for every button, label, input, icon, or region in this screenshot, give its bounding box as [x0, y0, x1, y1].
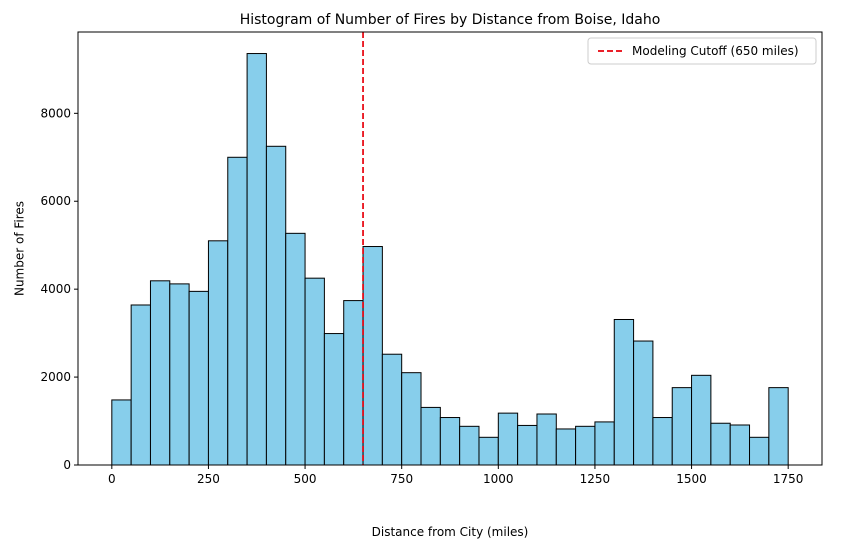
- legend-label-cutoff: Modeling Cutoff (650 miles): [632, 44, 799, 58]
- histogram-bar: [478, 436, 499, 466]
- histogram-bar: [130, 304, 151, 466]
- x-tick-label: 0: [108, 472, 116, 486]
- histogram-bar: [401, 372, 422, 466]
- histogram-bar: [207, 240, 229, 466]
- histogram-bar: [362, 246, 383, 466]
- histogram-bar: [613, 318, 635, 466]
- histogram-bar: [633, 340, 654, 466]
- histogram-bar: [343, 300, 364, 466]
- y-tick-label: 2000: [40, 370, 71, 384]
- histogram-bar: [575, 425, 596, 466]
- histogram-bar: [285, 232, 306, 466]
- y-axis-ticks: 0 2000 4000 6000 8000: [40, 106, 78, 472]
- x-tick-label: 1750: [773, 472, 804, 486]
- histogram-bar: [246, 53, 267, 466]
- histogram-bar: [555, 428, 577, 466]
- histogram-bar: [169, 283, 190, 466]
- histogram-bar: [188, 290, 209, 466]
- x-tick-label: 1500: [676, 472, 707, 486]
- histogram-bar: [536, 413, 557, 466]
- histogram-bar: [710, 422, 731, 466]
- histogram-bar: [149, 280, 171, 466]
- histogram-bar: [594, 421, 615, 466]
- x-tick-label: 1000: [483, 472, 514, 486]
- x-tick-label: 500: [294, 472, 317, 486]
- histogram-bar: [729, 424, 751, 466]
- y-tick-label: 4000: [40, 282, 71, 296]
- histogram-bar: [691, 374, 712, 466]
- x-axis-ticks: 0 250 500 750 1000 1250 1500 1750: [108, 465, 803, 486]
- histogram-bar: [304, 277, 325, 466]
- y-axis-label: Number of Fires: [13, 201, 27, 296]
- histogram-bar: [749, 436, 770, 466]
- chart-title: Histogram of Number of Fires by Distance…: [240, 12, 661, 28]
- x-tick-label: 250: [197, 472, 220, 486]
- histogram-bar: [497, 412, 519, 466]
- x-tick-label: 1250: [580, 472, 611, 486]
- histogram-bar: [381, 353, 403, 466]
- histogram-bar: [227, 156, 248, 466]
- histogram-bar: [323, 333, 345, 466]
- histogram-bar: [517, 424, 538, 466]
- legend-box: [587, 37, 817, 65]
- x-tick-label: 750: [390, 472, 413, 486]
- histogram-bar: [459, 425, 480, 466]
- plot-frame: [77, 31, 823, 466]
- y-tick-label: 6000: [40, 194, 71, 208]
- x-axis-label: Distance from City (miles): [372, 525, 529, 539]
- histogram-bar: [671, 387, 693, 466]
- histogram-bar: [439, 417, 461, 466]
- histogram-bar: [111, 399, 132, 466]
- legend: Modeling Cutoff (650 miles): [587, 37, 817, 65]
- y-tick-label: 8000: [40, 106, 71, 120]
- y-tick-label: 0: [63, 458, 71, 472]
- histogram-bar: [768, 387, 789, 466]
- bars-group: [111, 53, 789, 466]
- histogram-bar: [652, 417, 673, 466]
- histogram-bar: [265, 145, 287, 466]
- histogram-bar: [420, 406, 441, 466]
